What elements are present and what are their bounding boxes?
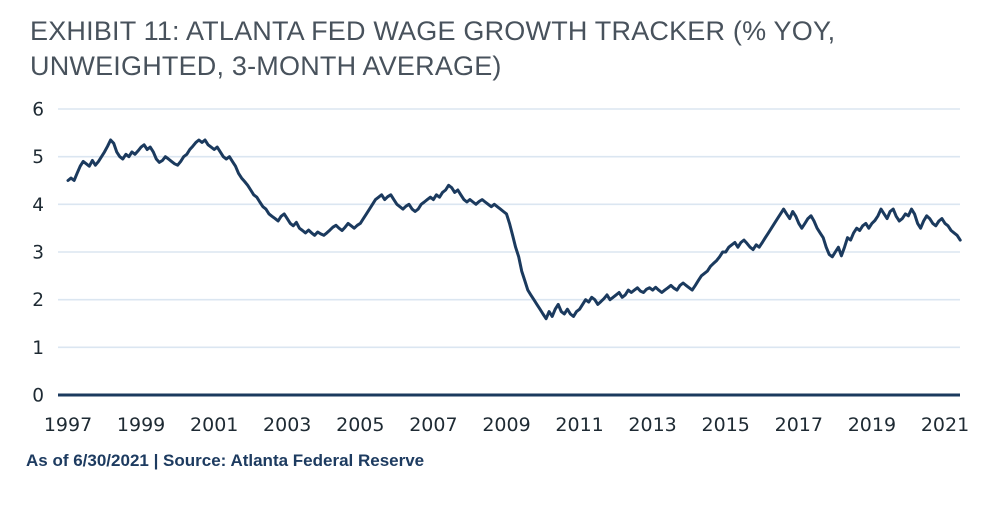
x-tick-label: 2019 <box>848 414 896 436</box>
x-tick-label: 2015 <box>702 414 750 436</box>
x-tick-label: 2001 <box>190 414 238 436</box>
x-tick-label: 2005 <box>336 414 384 436</box>
page-title-line1: EXHIBIT 11: ATLANTA FED WAGE GROWTH TRAC… <box>30 16 836 46</box>
x-tick-label: 2009 <box>482 414 530 436</box>
x-tick-label: 1999 <box>117 414 165 436</box>
y-tick-label: 4 <box>32 195 44 216</box>
y-tick-label: 0 <box>32 386 44 407</box>
y-tick-label: 6 <box>32 100 44 121</box>
page-title-line2: UNWEIGHTED, 3-MONTH AVERAGE) <box>30 50 502 81</box>
x-tick-label: 2017 <box>775 414 823 436</box>
y-tick-label: 3 <box>32 243 44 264</box>
x-tick-label: 2011 <box>555 414 603 436</box>
page-title: EXHIBIT 11: ATLANTA FED WAGE GROWTH TRAC… <box>0 0 1000 83</box>
chart-area: 0 1 2 3 4 5 6 1997 1999 2001 2003 2005 2007 2009 2011 2… <box>0 95 1000 447</box>
wage-growth-chart: 0 1 2 3 4 5 6 1997 1999 2001 2003 2005 2007 2009 2011 2… <box>32 100 969 437</box>
x-tick-label: 2013 <box>628 414 676 436</box>
wage-line <box>66 138 962 321</box>
source-note: As of 6/30/2021 | Source: Atlanta Federa… <box>26 451 425 471</box>
y-tick-label: 1 <box>32 338 44 359</box>
y-tick-label: 2 <box>32 290 44 311</box>
x-tick-label: 2021 <box>921 414 969 436</box>
x-tick-label: 2003 <box>263 414 311 436</box>
x-tick-label: 1997 <box>44 414 92 436</box>
x-tick-label: 2007 <box>409 414 457 436</box>
y-tick-label: 5 <box>32 147 44 168</box>
